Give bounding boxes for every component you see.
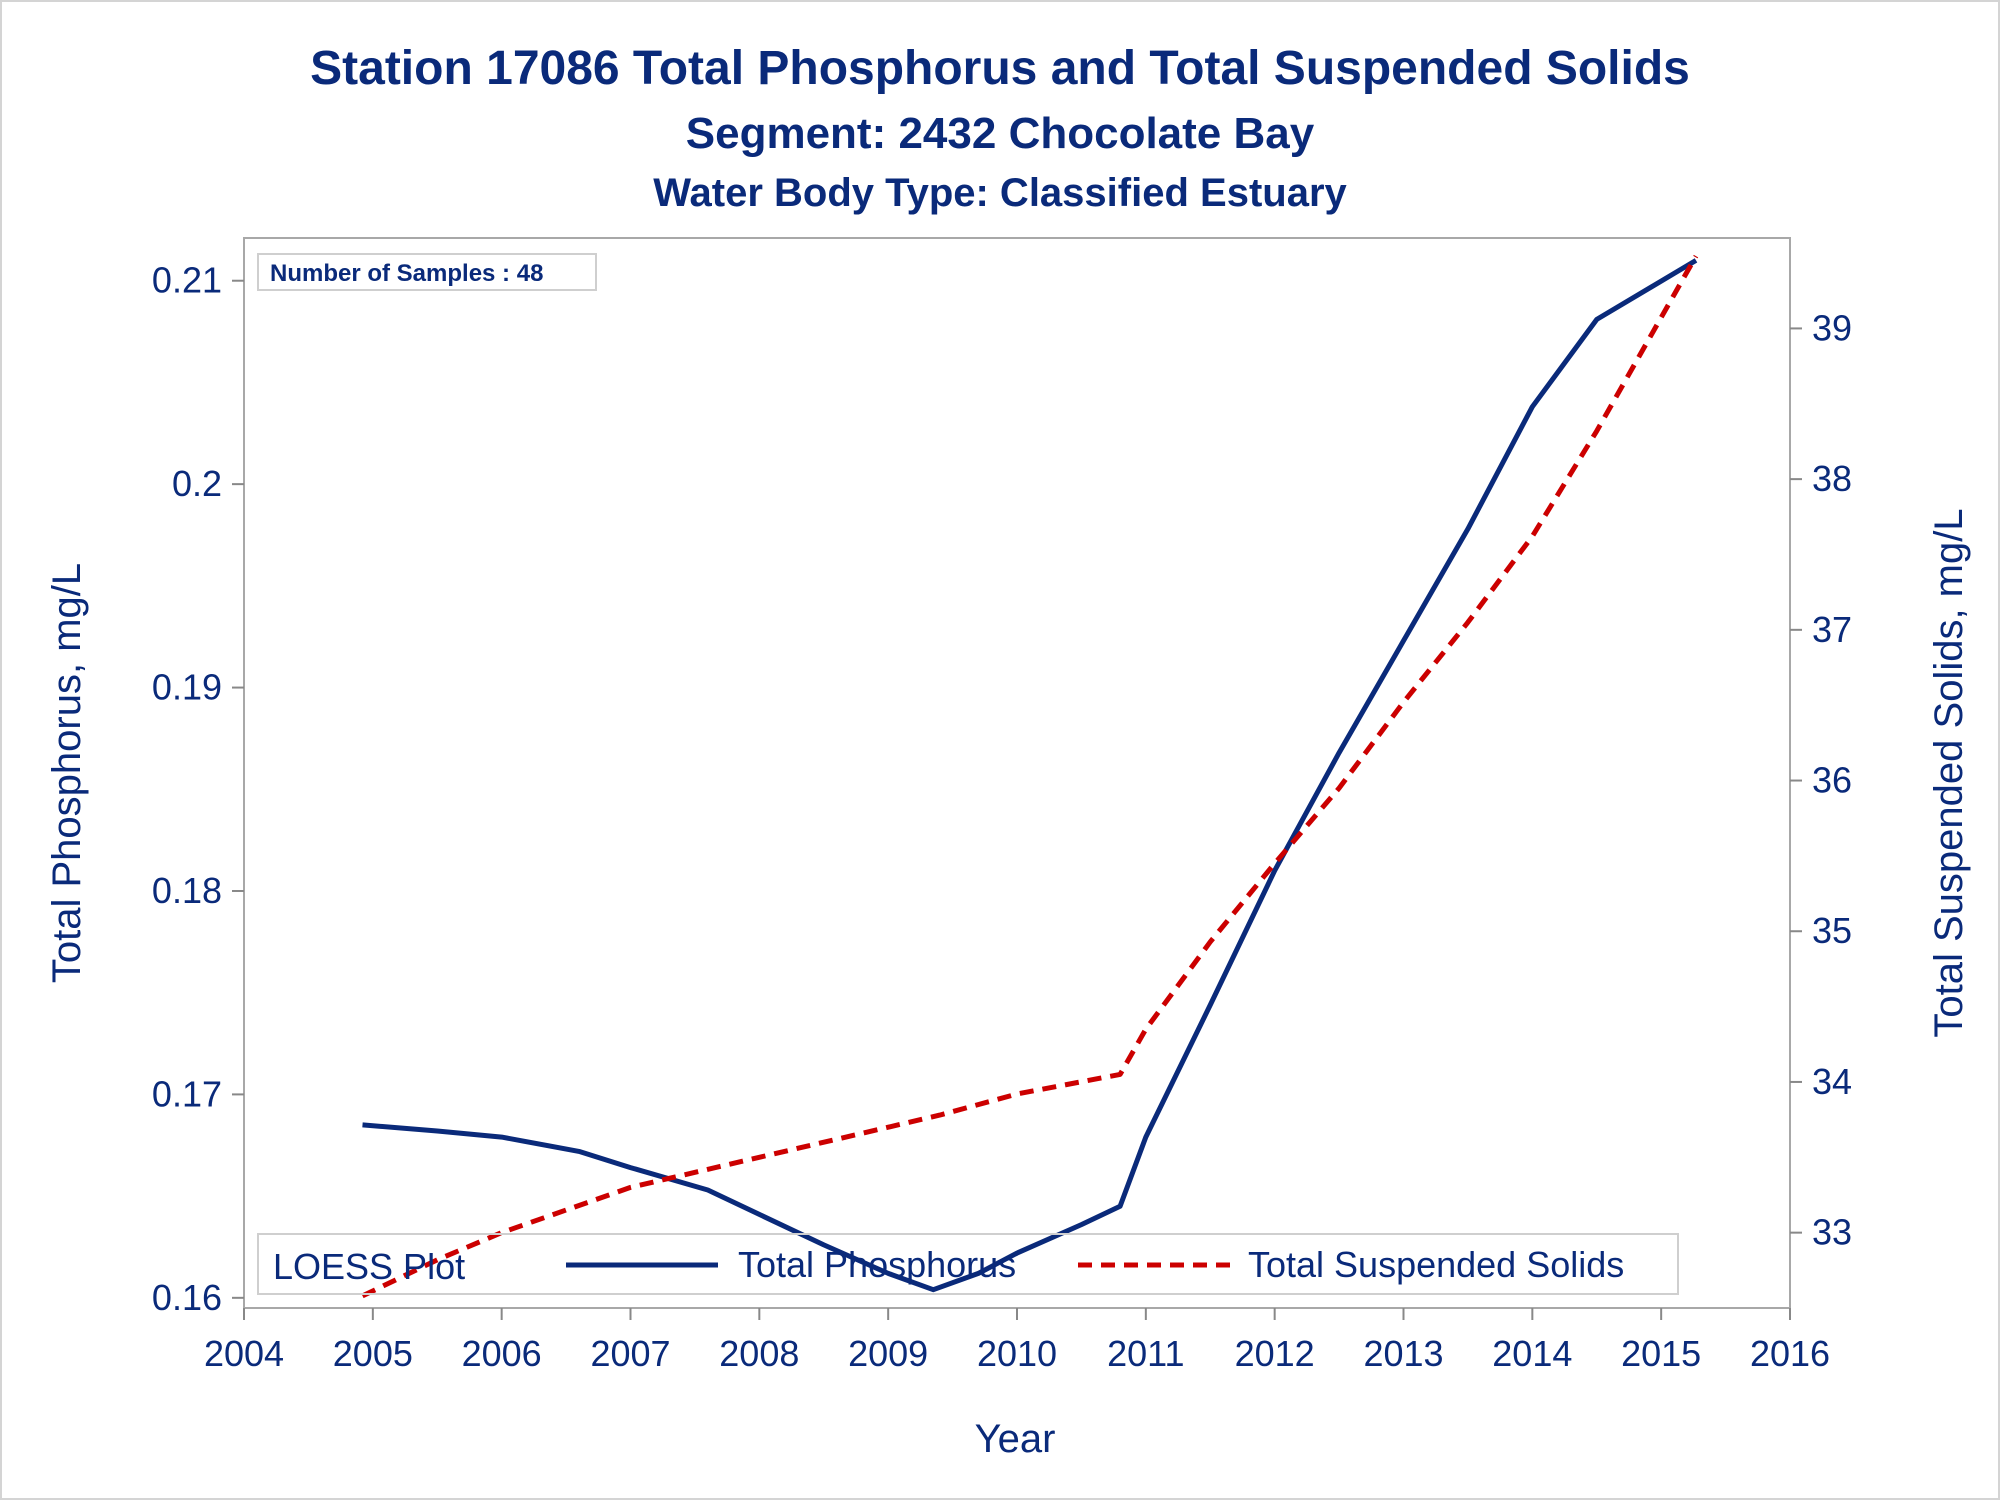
sample-count-inset: Number of Samples : 48	[257, 253, 597, 291]
chart-subtitle: Segment: 2432 Chocolate Bay	[686, 109, 1315, 158]
plot-area	[243, 237, 1791, 1309]
y-left-tick-label-3: 0.19	[152, 667, 222, 708]
x-tick-label-2016: 2016	[1750, 1333, 1830, 1374]
x-tick-label-2007: 2007	[590, 1333, 670, 1374]
y-right-tick-label-34: 34	[1812, 1061, 1852, 1102]
legend-title: LOESS Plot	[273, 1246, 465, 1287]
x-tick-label-2013: 2013	[1363, 1333, 1443, 1374]
y-right-tick-label-38: 38	[1812, 458, 1852, 499]
x-axis: 2004 2005 2006 2007 2008 2009 2010 2011 2012 2013…	[204, 1308, 1830, 1374]
y-left-tick-label-2: 0.18	[152, 870, 222, 911]
x-tick-label-2008: 2008	[719, 1333, 799, 1374]
x-tick-label-2012: 2012	[1235, 1333, 1315, 1374]
x-tick-label-2010: 2010	[977, 1333, 1057, 1374]
chart-subtitle-2: Water Body Type: Classified Estuary	[653, 171, 1347, 215]
y-left-tick-label-0: 0.16	[152, 1277, 222, 1318]
y-right-tick-label-36: 36	[1812, 760, 1852, 801]
y-left-tick-label-5: 0.21	[152, 260, 222, 301]
series-layer	[361, 254, 1699, 1299]
y-axis-left: 0.16 0.17 0.18 0.19 0.2 0.21	[152, 260, 244, 1318]
x-tick-label-2009: 2009	[848, 1333, 928, 1374]
y-right-tick-label-35: 35	[1812, 910, 1852, 951]
y-right-tick-label-37: 37	[1812, 609, 1852, 650]
x-tick-label-2004: 2004	[204, 1333, 284, 1374]
y-left-tick-label-4: 0.2	[172, 463, 222, 504]
x-tick-label-2015: 2015	[1621, 1333, 1701, 1374]
chart-title: Station 17086 Total Phosphorus and Total…	[310, 42, 1690, 95]
x-tick-label-2014: 2014	[1492, 1333, 1572, 1374]
sample-count-box	[257, 253, 597, 291]
y-right-tick-label-33: 33	[1812, 1212, 1852, 1253]
y-left-tick-label-1: 0.17	[152, 1073, 222, 1114]
legend: LOESS Plot Total Phosphorus Total Suspen…	[257, 1233, 1679, 1295]
x-tick-label-2011: 2011	[1107, 1333, 1184, 1374]
legend-box	[257, 1233, 1679, 1295]
x-tick-label-2005: 2005	[333, 1333, 413, 1374]
x-tick-label-2006: 2006	[462, 1333, 542, 1374]
y-right-tick-label-39: 39	[1812, 307, 1852, 348]
legend-label-total-suspended-solids: Total Suspended Solids	[1248, 1244, 1624, 1285]
sample-count-text: Number of Samples : 48	[270, 260, 543, 287]
y-axis-right: 33 34 35 36 37 38 39	[1790, 307, 1852, 1253]
y-axis-left-label: Total Phosphorus, mg/L	[45, 563, 89, 983]
series-line-total-phosphorus	[362, 258, 1698, 1293]
legend-label-total-phosphorus: Total Phosphorus	[738, 1244, 1016, 1285]
y-axis-right-label: Total Suspended Solids, mg/L	[1927, 508, 1971, 1037]
series-line-total-suspended-solids	[361, 254, 1699, 1299]
x-axis-label: Year	[975, 1417, 1056, 1461]
